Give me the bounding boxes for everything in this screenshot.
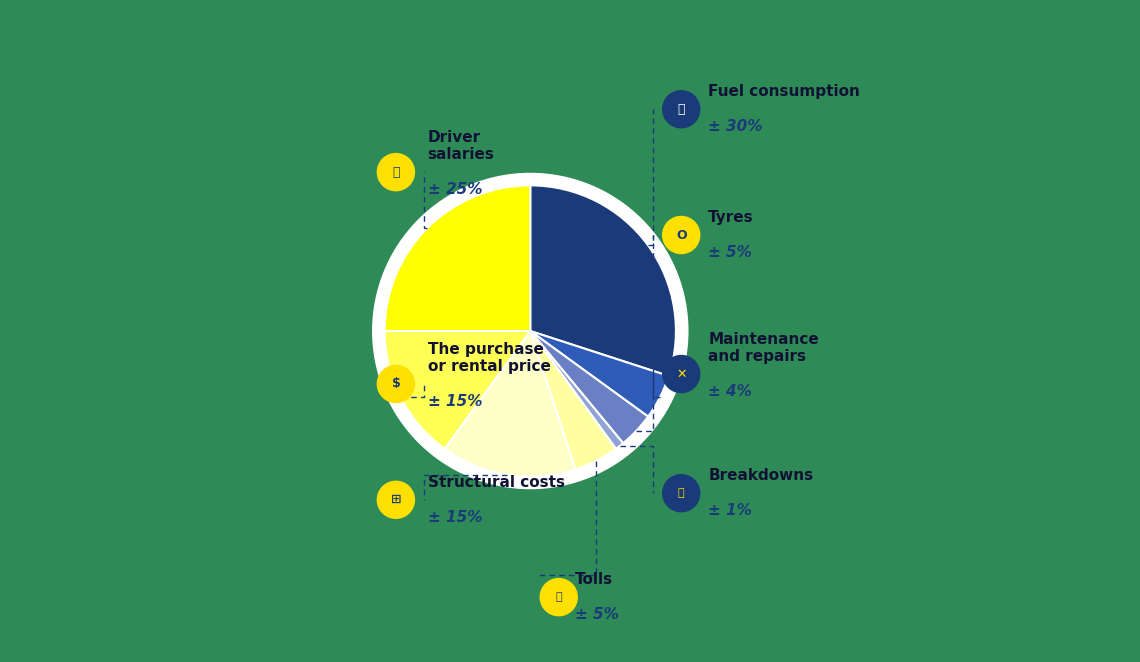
Text: ± 15%: ± 15%	[428, 394, 482, 409]
Text: $: $	[391, 377, 400, 391]
Text: ⊞: ⊞	[391, 493, 401, 506]
Circle shape	[377, 365, 415, 402]
Text: ± 25%: ± 25%	[428, 182, 482, 197]
Wedge shape	[530, 331, 616, 469]
Circle shape	[377, 481, 415, 518]
Circle shape	[377, 154, 415, 191]
Text: Structural costs: Structural costs	[428, 475, 564, 490]
Text: ± 5%: ± 5%	[708, 245, 752, 260]
Text: Maintenance
and repairs: Maintenance and repairs	[708, 332, 820, 364]
Text: ± 15%: ± 15%	[428, 510, 482, 525]
Wedge shape	[530, 331, 669, 416]
Text: Tolls: Tolls	[576, 572, 613, 587]
Text: 🚗: 🚗	[555, 592, 562, 602]
Text: 👤: 👤	[392, 166, 400, 179]
Circle shape	[373, 173, 687, 489]
Circle shape	[662, 355, 700, 393]
Text: O: O	[676, 228, 686, 242]
Text: ✕: ✕	[676, 367, 686, 381]
Text: ± 4%: ± 4%	[708, 384, 752, 399]
Text: Fuel consumption: Fuel consumption	[708, 84, 861, 99]
Wedge shape	[445, 331, 576, 477]
Wedge shape	[384, 185, 530, 331]
Text: Breakdowns: Breakdowns	[708, 468, 814, 483]
Text: ± 5%: ± 5%	[576, 607, 619, 622]
Text: ⛽: ⛽	[677, 103, 685, 116]
Wedge shape	[530, 331, 649, 444]
Text: Tyres: Tyres	[708, 210, 754, 225]
Text: ± 1%: ± 1%	[708, 503, 752, 518]
Wedge shape	[530, 331, 624, 449]
Circle shape	[540, 579, 577, 616]
Text: The purchase
or rental price: The purchase or rental price	[428, 342, 551, 374]
Text: ± 30%: ± 30%	[708, 119, 763, 134]
Text: 🚛: 🚛	[678, 488, 684, 498]
Wedge shape	[530, 185, 676, 376]
Circle shape	[662, 91, 700, 128]
Text: Driver
salaries: Driver salaries	[428, 130, 495, 162]
Circle shape	[662, 475, 700, 512]
Circle shape	[662, 216, 700, 254]
Wedge shape	[384, 331, 530, 449]
